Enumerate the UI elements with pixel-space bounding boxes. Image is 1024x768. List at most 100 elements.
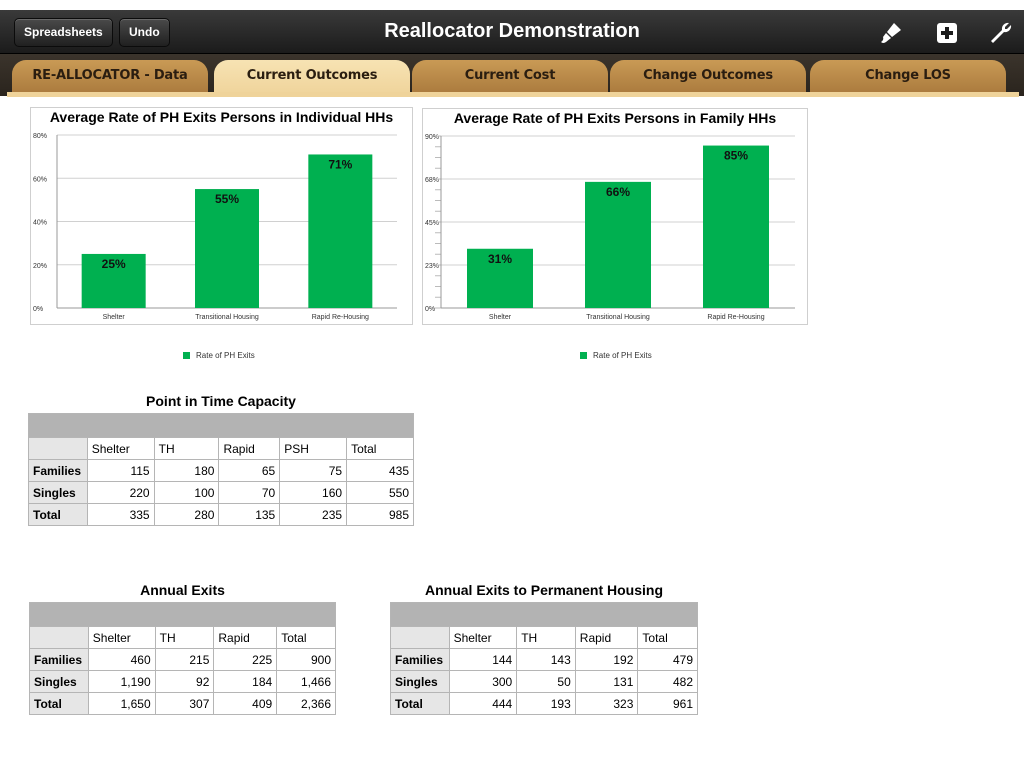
chart-family-hhs: Average Rate of PH Exits Persons in Fami… xyxy=(422,108,808,325)
table-cell[interactable]: 307 xyxy=(154,692,215,715)
column-header: Rapid xyxy=(213,626,278,649)
bar xyxy=(703,145,769,308)
bar xyxy=(81,253,146,308)
table-cell[interactable]: 184 xyxy=(213,670,278,693)
table-cell[interactable]: 409 xyxy=(213,692,278,715)
table-row: Total 1,650 307 409 2,366 xyxy=(29,692,336,715)
table-cell[interactable]: 160 xyxy=(279,481,348,504)
y-tick-label: 0% xyxy=(33,306,43,313)
table-cell[interactable]: 985 xyxy=(346,503,414,526)
table-cell[interactable]: 479 xyxy=(637,648,698,671)
column-header: Shelter xyxy=(448,626,518,649)
column-header: PSH xyxy=(279,437,348,460)
data-label: 71% xyxy=(328,157,352,171)
row-header: Singles xyxy=(28,481,88,504)
table-cell[interactable]: 444 xyxy=(448,692,518,715)
x-tick-label: Rapid Re-Housing xyxy=(312,314,369,321)
add-icon[interactable] xyxy=(934,20,960,46)
table-cell[interactable]: 323 xyxy=(574,692,639,715)
chart-legend: Rate of PH Exits xyxy=(580,351,652,360)
table-cell[interactable]: 50 xyxy=(516,670,576,693)
table-cell[interactable]: 435 xyxy=(346,459,414,482)
column-header: TH xyxy=(516,626,576,649)
table-cell[interactable]: 143 xyxy=(516,648,576,671)
annual-ph-exits-table: Shelter TH Rapid Total Families 144 143 192 479 S… xyxy=(390,602,698,715)
table-cell[interactable]: 1,466 xyxy=(276,670,336,693)
exits-table-title: Annual Exits xyxy=(140,582,225,598)
table-row: Total 335 280 135 235 985 xyxy=(28,503,414,526)
table-cell[interactable]: 1,650 xyxy=(87,692,156,715)
table-cell[interactable]: 225 xyxy=(213,648,278,671)
table-cell[interactable]: 2,366 xyxy=(276,692,336,715)
column-header: TH xyxy=(154,626,215,649)
data-label: 55% xyxy=(215,192,239,206)
row-header: Total xyxy=(28,503,88,526)
table-cell[interactable]: 300 xyxy=(448,670,518,693)
tab-current-outcomes[interactable]: Current Outcomes xyxy=(214,60,410,96)
table-cell[interactable]: 92 xyxy=(154,670,215,693)
table-cell[interactable]: 192 xyxy=(574,648,639,671)
table-row: Singles 1,190 92 184 1,466 xyxy=(29,670,336,693)
tab-change-los[interactable]: Change LOS xyxy=(810,60,1006,96)
bar xyxy=(308,154,373,308)
tab-strip: RE-ALLOCATOR - Data Current Outcomes Cur… xyxy=(0,54,1024,96)
row-header: Total xyxy=(390,692,450,715)
table-cell[interactable]: 215 xyxy=(154,648,215,671)
table-cell[interactable]: 482 xyxy=(637,670,698,693)
y-tick-label: 20% xyxy=(33,263,47,270)
paintbrush-icon[interactable] xyxy=(878,20,904,46)
row-header: Families xyxy=(390,648,450,671)
table-cell[interactable]: 900 xyxy=(276,648,336,671)
x-tick-label: Transitional Housing xyxy=(195,314,259,321)
table-row: Families 144 143 192 479 xyxy=(390,648,698,671)
table-cell[interactable]: 193 xyxy=(516,692,576,715)
table-cell[interactable]: 135 xyxy=(218,503,281,526)
table-cell[interactable]: 65 xyxy=(218,459,281,482)
legend-label: Rate of PH Exits xyxy=(196,351,255,360)
spreadsheets-button[interactable]: Spreadsheets xyxy=(14,18,113,47)
tab-current-cost[interactable]: Current Cost xyxy=(412,60,608,96)
bar-chart-individual: 0% 20% 40% 60% 80% 25% Shelter 55% Transitional … xyxy=(33,133,397,321)
chart-individual-hhs: Average Rate of PH Exits Persons in Indi… xyxy=(30,107,413,325)
table-cell[interactable]: 100 xyxy=(153,481,220,504)
table-cell[interactable]: 335 xyxy=(86,503,155,526)
data-label: 85% xyxy=(724,149,748,163)
y-tick-label: 60% xyxy=(33,176,47,183)
table-cell[interactable]: 220 xyxy=(86,481,155,504)
tab-change-outcomes[interactable]: Change Outcomes xyxy=(610,60,806,96)
table-cell[interactable]: 131 xyxy=(574,670,639,693)
ph-exits-table-title: Annual Exits to Permanent Housing xyxy=(424,582,664,598)
tab-underline xyxy=(7,92,1019,97)
row-header: Total xyxy=(29,692,89,715)
table-cell[interactable]: 235 xyxy=(279,503,348,526)
table-row: Singles 300 50 131 482 xyxy=(390,670,698,693)
table-cell[interactable]: 115 xyxy=(86,459,155,482)
annual-exits-table: Shelter TH Rapid Total Families 460 215 225 900 S… xyxy=(29,602,336,715)
table-row: Singles 220 100 70 160 550 xyxy=(28,481,414,504)
column-header: TH xyxy=(153,437,220,460)
table-cell[interactable]: 460 xyxy=(87,648,156,671)
column-header: Total xyxy=(637,626,698,649)
legend-swatch xyxy=(183,352,190,359)
table-cell[interactable]: 70 xyxy=(218,481,281,504)
y-tick-label: 40% xyxy=(33,220,47,227)
table-cell[interactable]: 961 xyxy=(637,692,698,715)
table-cell[interactable]: 280 xyxy=(153,503,220,526)
top-toolbar: Spreadsheets Undo Reallocator Demonstrat… xyxy=(0,10,1024,54)
table-cell[interactable]: 75 xyxy=(279,459,348,482)
column-header: Shelter xyxy=(87,626,156,649)
wrench-icon[interactable] xyxy=(988,20,1014,46)
undo-button[interactable]: Undo xyxy=(119,18,170,47)
column-header: Rapid xyxy=(574,626,639,649)
table-cell[interactable]: 1,190 xyxy=(87,670,156,693)
table-cell[interactable]: 550 xyxy=(346,481,414,504)
bar xyxy=(195,189,259,308)
table-header-bar xyxy=(28,413,414,438)
table-corner-cell xyxy=(390,626,450,649)
table-cell[interactable]: 144 xyxy=(448,648,518,671)
tab-reallocator-data[interactable]: RE-ALLOCATOR - Data xyxy=(12,60,208,96)
column-header: Shelter xyxy=(86,437,155,460)
table-row: Total 444 193 323 961 xyxy=(390,692,698,715)
table-cell[interactable]: 180 xyxy=(153,459,220,482)
y-tick-label: 80% xyxy=(33,133,47,140)
